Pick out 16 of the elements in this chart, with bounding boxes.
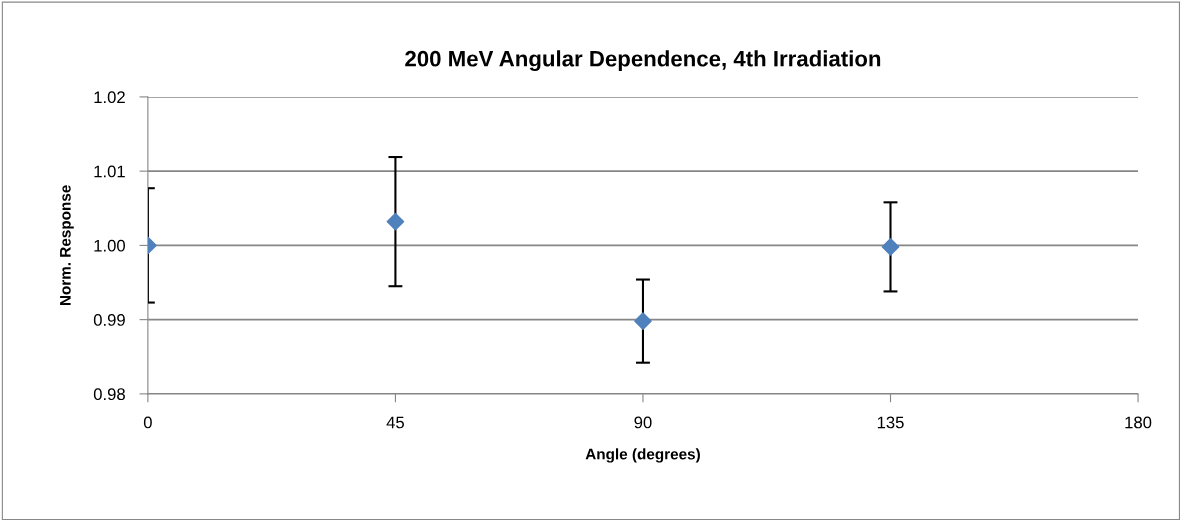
x-tick-label: 135 (877, 416, 904, 429)
point (634, 312, 652, 331)
point (386, 212, 405, 231)
x-tick-label: 90 (634, 416, 652, 429)
y-tick-label: 1.00 (94, 239, 125, 252)
y-axis-title: Norm. Response (60, 185, 74, 306)
point (881, 237, 900, 256)
y-tick-label: 0.99 (93, 314, 125, 326)
y-tick-label: 1.01 (94, 165, 125, 178)
y-tick-label: 1.02 (94, 91, 125, 104)
x-tick-label: 180 (1125, 416, 1152, 429)
x-tick-label: 0 (143, 416, 152, 429)
x-tick-label: 45 (386, 416, 404, 429)
y-tick-label: 0.98 (93, 388, 125, 401)
x-axis-title: Angle (degrees) (585, 448, 700, 463)
chart-title: 200 MeV Angular Dependence, 4th Irradiation (405, 50, 881, 72)
